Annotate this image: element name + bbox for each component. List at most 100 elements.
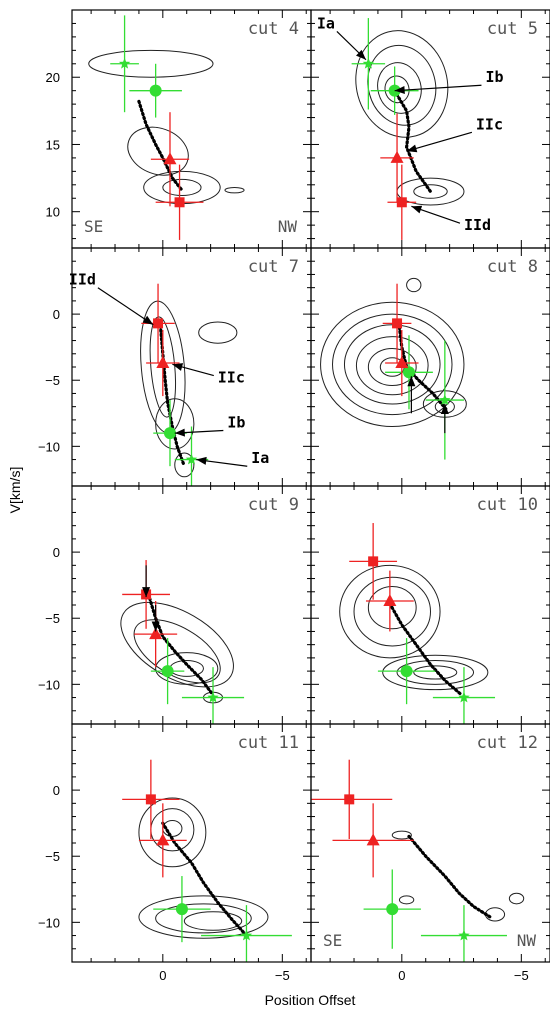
panel-title: cut 9 xyxy=(248,495,299,515)
star-marker xyxy=(207,691,219,703)
contour-line-4 xyxy=(224,186,245,194)
square-marker xyxy=(145,794,156,805)
triangle-marker xyxy=(149,627,163,640)
panel-frame xyxy=(310,485,550,725)
corner-label-se: SE xyxy=(323,931,342,950)
panel-content xyxy=(120,560,245,724)
contour-line-1 xyxy=(133,619,221,684)
square-marker xyxy=(368,556,379,567)
annotation-arrow-head xyxy=(172,363,184,371)
panel-frame xyxy=(310,723,550,963)
contour-line-1 xyxy=(127,126,189,176)
y-tick-label: 15 xyxy=(46,137,60,152)
x-tick-label: −5 xyxy=(275,968,290,983)
annotation-arrow-head xyxy=(174,428,185,437)
panel-frame xyxy=(71,723,312,963)
annotation-arrow-head xyxy=(196,456,207,465)
velocity-track xyxy=(393,89,433,194)
triangle-marker xyxy=(163,152,177,165)
contour-line-3 xyxy=(398,895,415,905)
panel-content xyxy=(320,277,467,460)
circle-marker xyxy=(163,427,176,440)
contour-line-5 xyxy=(183,911,243,931)
contour-line-1 xyxy=(508,892,525,905)
x-axis-label: Position Offset xyxy=(265,992,356,1008)
circle-marker xyxy=(400,665,413,678)
contour-line-3 xyxy=(355,336,429,396)
annotation-arrow-head xyxy=(411,205,423,214)
contour-line-4 xyxy=(396,660,475,685)
corner-label-nw: NW xyxy=(278,217,298,236)
triangle-marker xyxy=(156,356,170,369)
panel-content xyxy=(336,18,482,240)
panel-frame xyxy=(71,485,312,725)
panel-content xyxy=(122,759,292,962)
square-marker xyxy=(392,318,403,329)
annotation-arrow-head xyxy=(406,144,418,153)
contour-line-0 xyxy=(339,564,441,659)
contour-line-1 xyxy=(332,313,453,416)
x-tick-label: 0 xyxy=(398,968,405,983)
panel-title: cut 8 xyxy=(487,257,538,277)
contour-line-4 xyxy=(198,321,238,344)
circle-marker xyxy=(175,903,188,916)
annotation-arrow-head xyxy=(142,315,154,325)
star-marker xyxy=(118,57,131,69)
y-tick-label: −10 xyxy=(38,677,60,692)
contour-line-1 xyxy=(353,576,432,647)
annotation-arrow-head xyxy=(394,86,405,95)
y-tick-label: 10 xyxy=(46,205,60,220)
annotation-arrow-line xyxy=(97,287,154,326)
x-tick-label: −5 xyxy=(514,968,529,983)
contour-line-0 xyxy=(138,797,207,868)
contour-line-2 xyxy=(367,585,417,630)
triangle-marker xyxy=(395,356,409,369)
panel-cut-9: 0 −5 −10 cut 9 xyxy=(38,485,312,725)
velocity-track xyxy=(137,99,184,192)
triangle-marker xyxy=(366,833,380,846)
star-marker xyxy=(458,929,470,941)
square-marker xyxy=(174,197,185,208)
annotation-label-IId: IId xyxy=(464,216,491,234)
star-marker xyxy=(362,57,375,69)
contour-line-0 xyxy=(320,301,465,428)
triangle-marker xyxy=(156,833,170,846)
annotation-arrow-line xyxy=(394,84,482,92)
annotation-label-Ia: Ia xyxy=(251,449,269,467)
annotation-label-IId: IId xyxy=(69,271,96,289)
contour-line-3 xyxy=(138,895,269,939)
contour-line-8 xyxy=(406,277,422,293)
circle-marker xyxy=(402,366,415,379)
contour-line-2 xyxy=(155,398,195,450)
annotation-arrow-head xyxy=(407,376,416,387)
panel-content xyxy=(88,15,245,240)
square-marker xyxy=(153,318,164,329)
contour-line-0 xyxy=(484,907,506,922)
panel-frame xyxy=(71,9,312,249)
y-tick-label: −10 xyxy=(38,915,60,930)
x-tick-label: 0 xyxy=(159,968,166,983)
contour-line-2 xyxy=(391,830,412,840)
y-tick-label: 0 xyxy=(53,545,60,560)
y-tick-label: 0 xyxy=(53,783,60,798)
contour-line-3 xyxy=(162,178,202,197)
panel-title: cut 7 xyxy=(248,257,299,277)
annotation-label-IIc: IIc xyxy=(476,115,503,133)
panel-content xyxy=(311,759,525,962)
panel-title: cut 10 xyxy=(477,495,538,515)
y-tick-label: −5 xyxy=(45,373,60,388)
corner-label-se: SE xyxy=(84,217,103,236)
annotation-arrow-head xyxy=(142,587,151,598)
star-marker xyxy=(185,453,198,465)
square-marker xyxy=(344,794,355,805)
annotation-arrow-head xyxy=(356,49,366,60)
y-axis-label: V[km/s] xyxy=(7,467,23,514)
panel-cut-10: cut 10 xyxy=(310,485,550,725)
panel-cut-4: 10 15 20 cut 4 SE NW xyxy=(46,9,312,249)
circle-marker xyxy=(386,903,399,916)
annotation-arrow-line xyxy=(406,131,473,152)
panel-content xyxy=(339,523,496,724)
triangle-marker xyxy=(383,594,397,607)
panel-title: cut 12 xyxy=(477,733,538,753)
